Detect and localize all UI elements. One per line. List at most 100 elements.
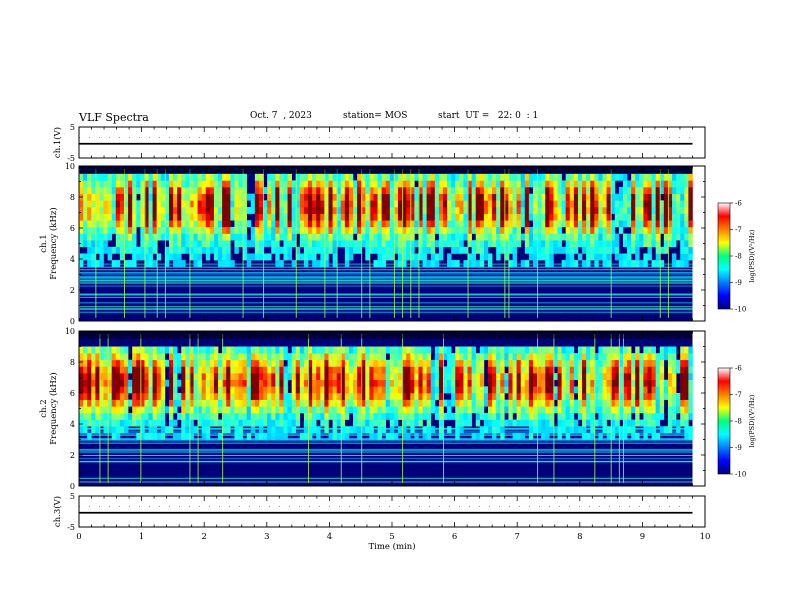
- burst-cell: [557, 193, 562, 201]
- burst-cell: [594, 260, 599, 268]
- burst-cell: [287, 353, 292, 361]
- burst-cell: [320, 366, 325, 374]
- burst-cell: [303, 173, 309, 181]
- burst-cell: [594, 353, 599, 361]
- burst-cell: [111, 220, 117, 228]
- burst-cell: [222, 379, 227, 387]
- burst-cell: [569, 426, 575, 434]
- burst-cell: [565, 432, 571, 440]
- burst-cell: [230, 206, 235, 214]
- burst-cell: [667, 233, 673, 241]
- burst-cell: [622, 386, 628, 394]
- burst-cell: [398, 240, 403, 248]
- burst-cell: [688, 399, 693, 407]
- burst-cell: [132, 412, 137, 420]
- burst-cell: [103, 180, 108, 188]
- burst-cell: [459, 173, 464, 181]
- burst-cell: [565, 220, 571, 228]
- burst-cell: [631, 419, 636, 427]
- burst-cell: [561, 366, 566, 374]
- burst-cell: [406, 226, 411, 234]
- burst-cell: [455, 419, 460, 427]
- burst-cell: [189, 213, 194, 221]
- burst-cell: [676, 213, 681, 221]
- burst-cell: [508, 393, 513, 400]
- burst-cell: [254, 246, 260, 254]
- burst-cell: [258, 187, 264, 194]
- burst-cell: [643, 200, 648, 208]
- burst-cell: [275, 220, 280, 228]
- burst-cell: [340, 206, 346, 214]
- burst-cell: [659, 379, 665, 387]
- burst-cell: [561, 373, 566, 381]
- burst-cell: [684, 366, 689, 374]
- burst-cell: [389, 432, 395, 440]
- burst-cell: [455, 393, 460, 400]
- burst-cell: [205, 233, 211, 241]
- burst-cell: [389, 253, 395, 261]
- sferic-line: [295, 169, 297, 318]
- burst-cell: [373, 379, 378, 387]
- burst-cell: [181, 346, 186, 354]
- burst-cell: [639, 187, 644, 194]
- burst-cell: [586, 432, 591, 440]
- burst-cell: [209, 220, 215, 228]
- burst-cell: [541, 406, 546, 414]
- burst-cell: [340, 432, 346, 440]
- burst-cell: [504, 193, 509, 201]
- burst-cell: [193, 220, 198, 228]
- burst-cell: [467, 180, 472, 188]
- burst-cell: [128, 240, 133, 248]
- burst-cell: [414, 399, 419, 407]
- burst-cell: [487, 393, 493, 400]
- burst-cell: [381, 206, 387, 214]
- burst-cell: [218, 359, 223, 367]
- burst-cell: [479, 432, 485, 440]
- burst-cell: [381, 200, 387, 208]
- burst-cell: [148, 187, 153, 194]
- burst-cell: [197, 346, 202, 354]
- burst-cell: [177, 200, 182, 208]
- burst-cell: [398, 180, 403, 188]
- burst-cell: [606, 193, 611, 201]
- burst-cell: [357, 366, 362, 374]
- burst-cell: [107, 226, 113, 234]
- burst-cell: [659, 180, 665, 188]
- burst-cell: [398, 226, 403, 234]
- burst-cell: [152, 200, 158, 208]
- burst-cell: [79, 260, 84, 268]
- burst-cell: [348, 193, 354, 201]
- burst-cell: [647, 213, 652, 221]
- burst-cell: [295, 373, 301, 381]
- burst-cell: [684, 187, 689, 194]
- burst-cell: [287, 373, 292, 381]
- ch1-waveform-panel: 5-5ch.1(V): [52, 123, 706, 163]
- burst-cell: [181, 173, 186, 181]
- burst-cell: [189, 426, 194, 434]
- burst-cell: [328, 246, 333, 254]
- burst-cell: [418, 393, 423, 400]
- y-axis-label: Frequency (kHz): [48, 207, 59, 279]
- burst-cell: [348, 173, 354, 181]
- burst-cell: [312, 426, 317, 434]
- burst-cell: [152, 412, 158, 420]
- burst-cell: [451, 393, 456, 400]
- burst-cell: [410, 399, 415, 407]
- burst-cell: [201, 226, 207, 234]
- burst-cell: [512, 193, 517, 201]
- burst-cell: [250, 353, 256, 361]
- burst-cell: [389, 240, 395, 248]
- burst-cell: [299, 373, 305, 381]
- burst-cell: [377, 353, 382, 361]
- burst-cell: [422, 206, 427, 214]
- burst-cell: [594, 213, 599, 221]
- burst-cell: [242, 206, 247, 214]
- burst-cell: [193, 353, 198, 361]
- burst-cell: [422, 253, 427, 261]
- burst-cell: [618, 346, 624, 354]
- burst-cell: [582, 173, 587, 181]
- burst-cell: [279, 393, 284, 400]
- burst-cell: [627, 193, 632, 201]
- burst-cell: [590, 373, 595, 381]
- burst-cell: [447, 220, 452, 228]
